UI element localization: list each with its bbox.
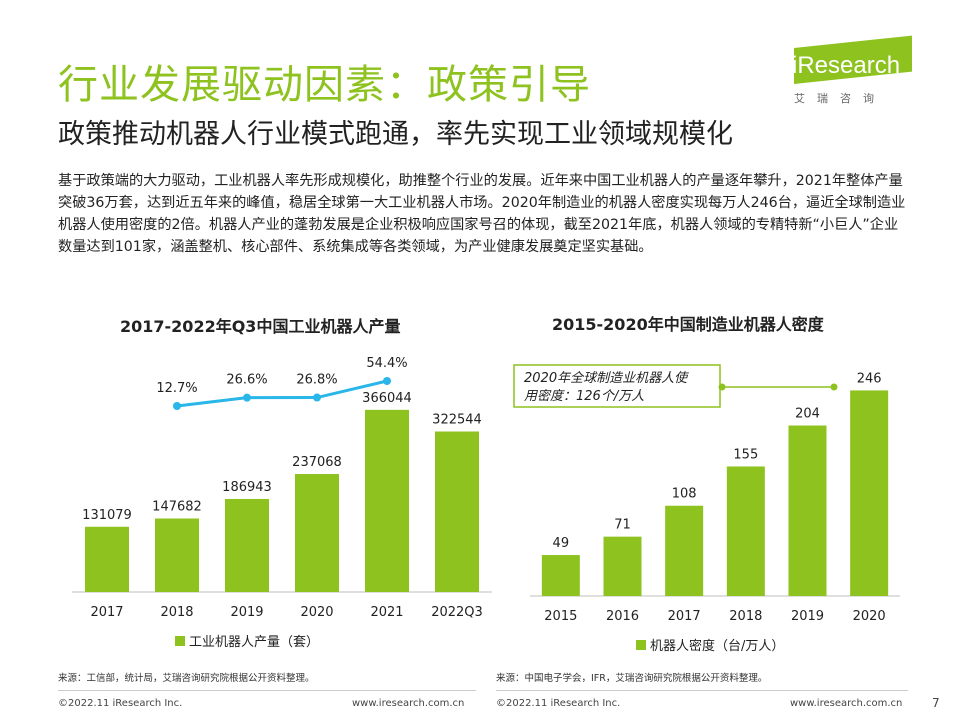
chart-1-tick-label-2019: 2019 — [230, 605, 263, 620]
chart-1-tick-label-2021: 2021 — [370, 605, 403, 620]
chart-2-tick-label-2020: 2020 — [853, 609, 886, 624]
page-number: 7 — [932, 696, 940, 710]
logo-text: iResearch — [792, 52, 901, 79]
chart-2-bar-2017 — [665, 505, 704, 596]
chart-1-bar-2017 — [85, 526, 129, 592]
chart-2-annotation-line-1: 2020年全球制造业机器人使 — [524, 370, 689, 386]
chart-2-data-label-2018: 155 — [733, 447, 758, 462]
chart-2-data-label-2020: 246 — [857, 371, 882, 386]
chart-2-tick-label-2018: 2018 — [729, 609, 762, 624]
chart-1-tick-label-2022Q3: 2022Q3 — [431, 605, 483, 620]
chart-2-tick-label-2017: 2017 — [668, 609, 701, 624]
chart-1-growth-point-2018 — [173, 402, 181, 410]
chart-2-tick-label-2019: 2019 — [791, 609, 824, 624]
chart-2-bar-2015 — [541, 555, 580, 596]
page-subtitle: 政策推动机器人行业模式跑通，率先实现工业领域规模化 — [58, 119, 733, 150]
chart-1-growth-point-2021 — [383, 377, 391, 385]
chart-2-tick-label-2016: 2016 — [606, 609, 639, 624]
chart-2-bar-2016 — [603, 536, 642, 596]
chart-1-tick-label-2020: 2020 — [300, 605, 333, 620]
chart-2-data-label-2015: 49 — [553, 536, 570, 551]
chart-1-bar-2020 — [295, 474, 339, 592]
chart-2-source: 来源：中国电子学会，IFR，艾瑞咨询研究院根据公开资料整理。 — [496, 673, 768, 684]
chart-2-bar-2019 — [788, 425, 827, 596]
footer-copyright-right: ©2022.11 iResearch Inc. — [496, 698, 621, 709]
chart-1-bar-2019 — [225, 498, 269, 592]
chart-1-data-label-2017: 131079 — [82, 508, 132, 523]
chart-1-tick-label-2017: 2017 — [90, 605, 123, 620]
chart-2-tick-label-2015: 2015 — [544, 609, 577, 624]
chart-1-growth-point-2020 — [313, 393, 321, 402]
chart-2-legend-swatch — [636, 640, 646, 650]
chart-1-tick-label-2018: 2018 — [160, 605, 193, 620]
iresearch-logo: iResearch 艾瑞咨询 — [780, 35, 920, 110]
footer-copyright-left: ©2022.11 iResearch Inc. — [58, 698, 183, 709]
chart-2-bar-2018 — [726, 466, 765, 596]
chart-2-legend-label: 机器人密度（台/万人） — [650, 638, 784, 654]
chart-1-source: 来源：工信部，统计局，艾瑞咨询研究院根据公开资料整理。 — [58, 673, 315, 684]
chart-1-bar-2022Q3 — [435, 431, 479, 592]
logo-subtext: 艾瑞咨询 — [794, 92, 886, 105]
chart-1-bar-2018 — [155, 518, 199, 592]
chart-2-annotation-box — [513, 364, 721, 408]
chart-1-data-label-2019: 186943 — [222, 480, 272, 495]
chart-1-growth-line — [176, 379, 388, 408]
chart-1-data-label-2021: 366044 — [362, 391, 412, 406]
summary-paragraph: 基于政策端的大力驱动，工业机器人率先形成规模化，助推整个行业的发展。近年来中国工… — [58, 173, 906, 255]
chart-2-title: 2015-2020年中国制造业机器人密度 — [552, 315, 824, 334]
footer-divider-right — [496, 690, 908, 691]
chart-2-data-label-2016: 71 — [614, 518, 631, 533]
chart-1-legend-swatch — [175, 636, 185, 646]
chart-1-growth-label-2019: 26.6% — [226, 373, 267, 388]
chart-2-annotation-line-2: 用密度：126个/万人 — [524, 388, 644, 404]
footer-url-right[interactable]: www.iresearch.com.cn — [790, 698, 903, 709]
chart-1-title: 2017-2022年Q3中国工业机器人产量 — [120, 317, 401, 336]
chart-2-data-label-2019: 204 — [795, 407, 820, 422]
chart-1-growth-label-2020: 26.8% — [296, 373, 337, 388]
chart-2-bar-2020 — [850, 390, 889, 596]
chart-2-data-label-2017: 108 — [672, 487, 697, 502]
chart-1-data-label-2018: 147682 — [152, 500, 202, 515]
chart-2-annotation-dot-start — [718, 383, 726, 391]
chart-1-legend-label: 工业机器人产量（套） — [189, 634, 319, 650]
page-title: 行业发展驱动因素：政策引导 — [58, 62, 591, 108]
chart-1-data-label-2022Q3: 322544 — [432, 412, 482, 427]
chart-1-data-label-2020: 237068 — [292, 455, 342, 470]
chart-1-growth-point-2019 — [243, 393, 251, 402]
chart-1-growth-label-2018: 12.7% — [156, 381, 197, 396]
chart-1-bar-2021 — [365, 409, 409, 592]
chart-2-annotation-dot-end — [830, 383, 838, 391]
chart-1-growth-label-2021: 54.4% — [366, 356, 407, 371]
footer-divider-left — [58, 690, 476, 691]
footer-url-left[interactable]: www.iresearch.com.cn — [352, 698, 465, 709]
